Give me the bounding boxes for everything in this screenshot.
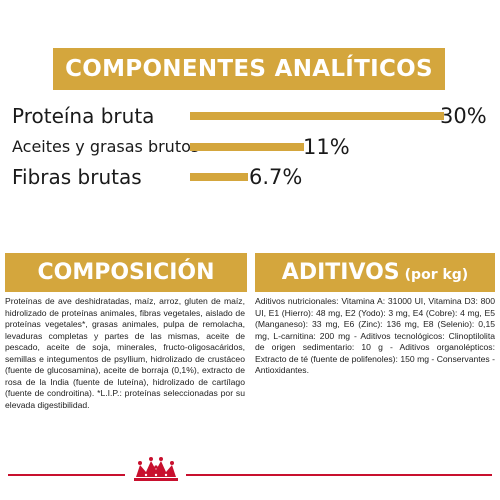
nutrient-bar [190, 143, 304, 151]
nutrient-label: Aceites y grasas brutos [12, 137, 200, 156]
analytics-title: COMPONENTES ANALÍTICOS [65, 56, 433, 82]
royal-canin-crown-icon [134, 457, 178, 481]
analytics-banner: COMPONENTES ANALÍTICOS [53, 48, 445, 90]
nutrient-label: Fibras brutas [12, 165, 142, 189]
nutrient-value: 6.7% [249, 165, 303, 189]
nutrient-row-fiber: Fibras brutas 6.7% [12, 163, 492, 191]
additives-unit: (por kg) [404, 266, 469, 283]
nutrient-bar [190, 112, 444, 120]
nutrient-value: 11% [303, 135, 350, 159]
nutrient-row-fat: Aceites y grasas brutos 11% [12, 133, 492, 161]
additives-title: ADITIVOS [281, 260, 400, 285]
footer-divider-right [186, 474, 492, 476]
nutrient-value: 30% [440, 104, 487, 128]
additives-text: Aditivos nutricionales: Vitamina A: 3100… [255, 296, 495, 376]
footer-divider-left [8, 474, 125, 476]
nutrient-row-protein: Proteína bruta 30% [12, 102, 492, 130]
nutrient-bar [190, 173, 248, 181]
composition-title: COMPOSICIÓN [37, 260, 215, 285]
composition-text: Proteínas de ave deshidratadas, maíz, ar… [5, 296, 245, 410]
additives-header: ADITIVOS (por kg) [255, 253, 495, 292]
nutrient-label: Proteína bruta [12, 104, 155, 128]
composition-header: COMPOSICIÓN [5, 253, 247, 292]
